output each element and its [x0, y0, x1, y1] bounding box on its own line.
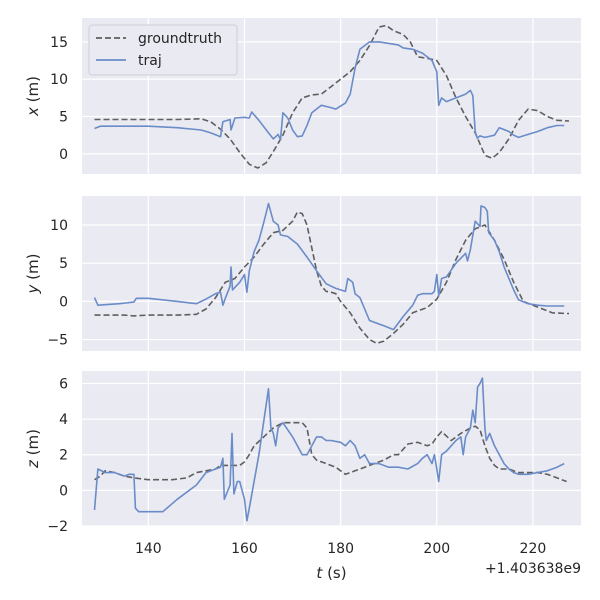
y-tick-label: −5: [47, 333, 68, 349]
y-tick-label: 4: [59, 412, 68, 428]
plot-background-z: [82, 371, 581, 526]
x-axis-label: t (s): [316, 564, 346, 582]
y-axis-label-y: y (m): [24, 254, 42, 295]
y-axis-label-x: x (m): [24, 76, 42, 117]
y-tick-label: 5: [59, 110, 68, 126]
y-tick-label: 0: [59, 147, 68, 163]
panel-z: −2 0 2 4 6 z (m): [24, 371, 581, 535]
x-tick-label: 160: [231, 541, 258, 557]
y-tick-label: 0: [59, 294, 68, 310]
y-tick-label: 15: [50, 35, 68, 51]
plot-background-y: [82, 196, 581, 351]
series-line-groundtruth-x: [94, 24, 570, 169]
y-tick-label: 10: [50, 218, 68, 234]
y-tick-label: −2: [47, 519, 68, 535]
series-line-traj-z: [93, 377, 565, 522]
x-tick-label: 220: [520, 541, 547, 557]
series-line-groundtruth-y: [94, 211, 570, 345]
y-tick-label: 5: [59, 256, 68, 272]
x-tick-label: 200: [423, 541, 450, 557]
panel-x: 0 5 10 15 x (m) groundtruth traj: [24, 18, 581, 174]
legend-label-traj: traj: [138, 53, 162, 69]
series-line-traj-x: [94, 41, 565, 141]
y-tick-label: 10: [50, 72, 68, 88]
y-tick-label: 6: [59, 376, 68, 392]
x-offset-label: +1.403638e9: [485, 561, 581, 577]
series-line-groundtruth-z: [94, 421, 567, 483]
legend-label-groundtruth: groundtruth: [138, 31, 222, 47]
y-axis-label-z: z (m): [24, 429, 42, 469]
legend: groundtruth traj: [88, 24, 238, 76]
y-tick-label: 2: [59, 448, 68, 464]
series-line-traj-y: [93, 202, 565, 331]
x-tick-label: 140: [135, 541, 162, 557]
y-tick-label: 0: [59, 483, 68, 499]
panel-y: −5 0 5 10 y (m): [24, 196, 581, 351]
x-tick-label: 180: [327, 541, 354, 557]
